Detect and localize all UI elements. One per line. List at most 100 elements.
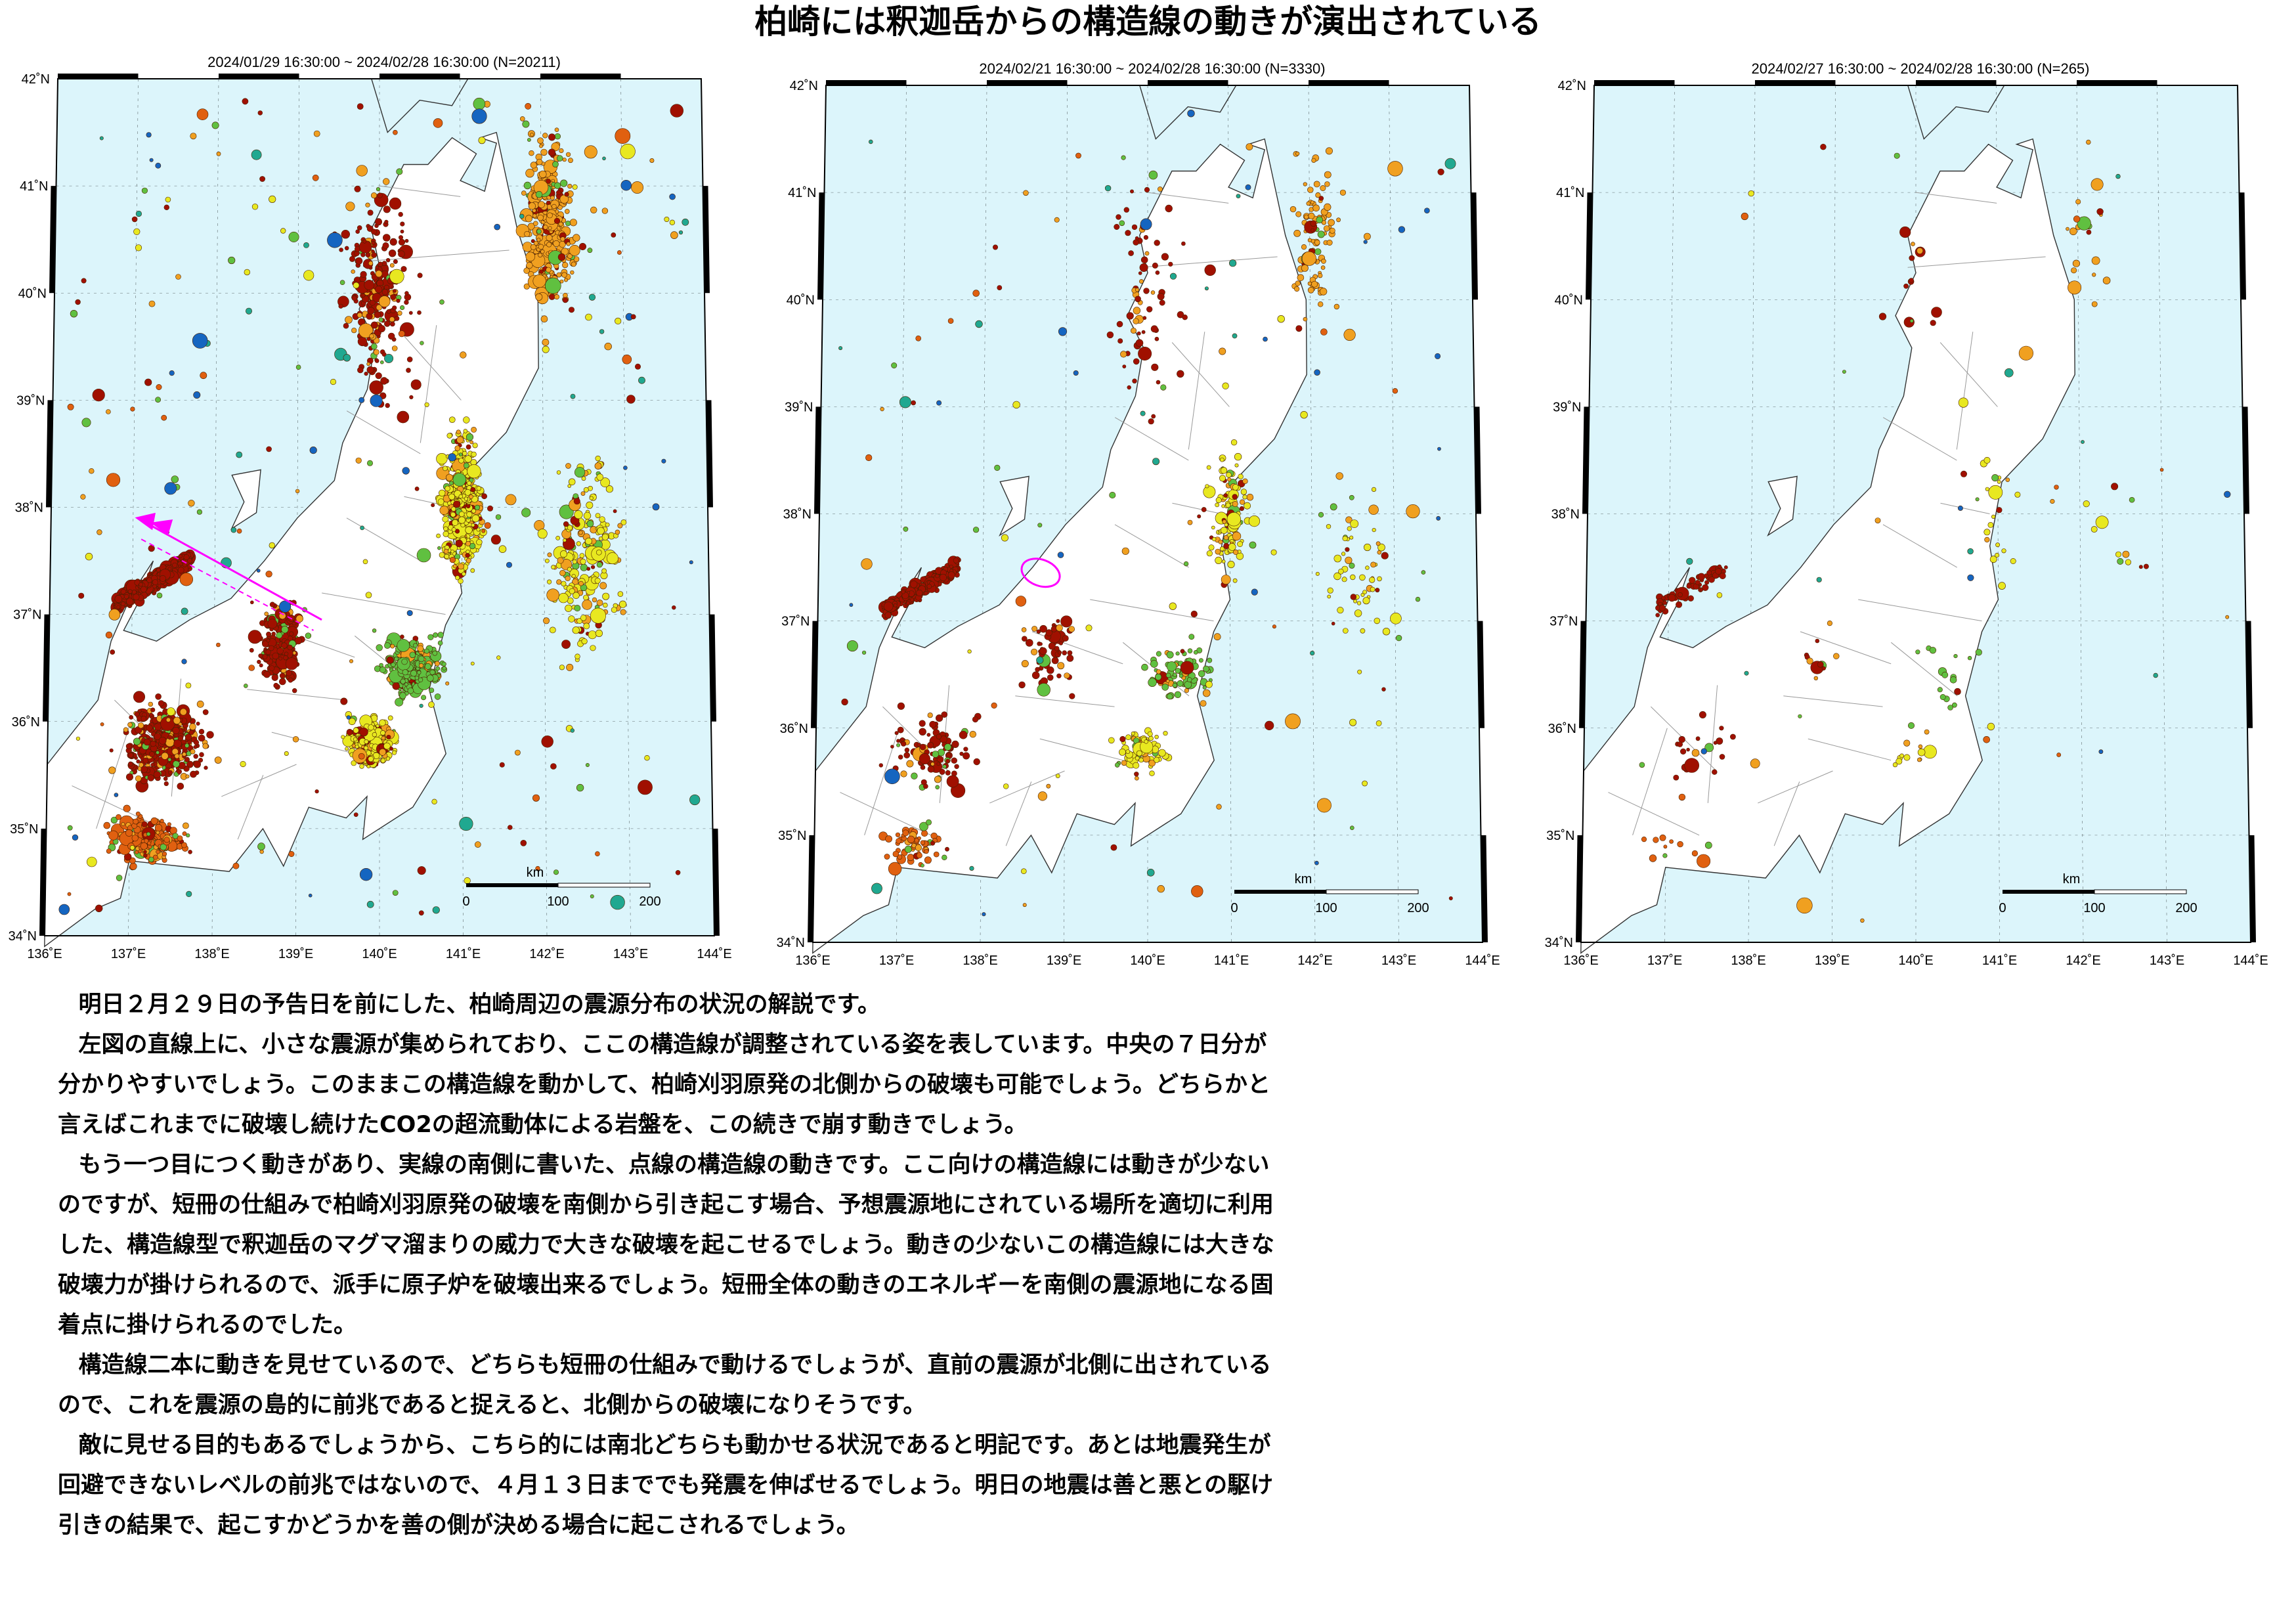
longitude-label: 142˚E xyxy=(529,947,564,961)
structural-line-dotted xyxy=(141,538,314,631)
scale-unit: km xyxy=(527,865,544,880)
latitude-label: 40˚N xyxy=(18,286,47,301)
latitude-label: 37˚N xyxy=(13,608,41,623)
longitude-label: 140˚E xyxy=(1898,953,1933,968)
longitude-label: 137˚E xyxy=(1647,953,1682,968)
scale-segment xyxy=(1234,890,1326,894)
latitude-label: 41˚N xyxy=(20,179,48,194)
scale-bar: km 0 100 200 xyxy=(462,865,661,909)
scale-segment xyxy=(466,883,558,887)
longitude-label: 140˚E xyxy=(1130,953,1165,968)
earthquake-markers xyxy=(838,109,1456,917)
frame-ticks xyxy=(1576,80,2256,943)
map-svg: 2024/02/27 16:30:00 ~ 2024/02/28 16:30:0… xyxy=(1545,60,2268,968)
longitude-label: 137˚E xyxy=(111,947,146,961)
latitude-label: 41˚N xyxy=(788,186,816,200)
hokkaido-coast xyxy=(1139,85,1237,140)
seismicity-map-30-days: 2024/01/29 16:30:00 ~ 2024/02/28 16:30:0… xyxy=(9,53,748,985)
latitude-label: 38˚N xyxy=(783,508,812,522)
latitude-label: 37˚N xyxy=(1549,615,1578,629)
map-svg: 2024/01/29 16:30:00 ~ 2024/02/28 16:30:0… xyxy=(9,54,732,961)
scale-tick-label: 100 xyxy=(547,894,569,909)
latitude-label: 38˚N xyxy=(1551,508,1580,522)
scale-tick-label: 100 xyxy=(2083,901,2105,915)
latitude-label: 36˚N xyxy=(780,722,808,736)
latitude-label: 35˚N xyxy=(778,829,806,843)
longitude-label: 144˚E xyxy=(1465,953,1500,968)
highlight-ellipse xyxy=(1020,558,1061,588)
latitude-label: 40˚N xyxy=(1555,293,1583,307)
longitude-label: 141˚E xyxy=(446,947,481,961)
sado-island xyxy=(999,475,1029,537)
scale-segment xyxy=(2003,890,2094,894)
commentary: 明日２月２９日の予告日を前にした、柏崎周辺の震源分布の状況の解説です。 左図の直… xyxy=(58,985,1286,1546)
latitude-label: 36˚N xyxy=(12,715,40,730)
structural-line-annotation xyxy=(135,512,322,631)
longitude-label: 139˚E xyxy=(1815,953,1850,968)
paragraph-2: 左図の直線上に、小さな震源が集められており、ここの構造線が調整されている姿を表し… xyxy=(58,1032,1270,1138)
paragraph-3: もう一つ目につく動きがあり、実線の南側に書いた、点線の構造線の動きです。ここ向け… xyxy=(58,1152,1274,1338)
longitude-label: 137˚E xyxy=(879,953,914,968)
land xyxy=(812,85,1307,954)
longitude-label: 138˚E xyxy=(963,953,997,968)
latitude-label: 42˚N xyxy=(22,72,50,87)
honshu-landmass xyxy=(812,138,1307,954)
map-caption: 2024/01/29 16:30:00 ~ 2024/02/28 16:30:0… xyxy=(207,54,561,70)
frame-ticks xyxy=(808,80,1488,943)
earthquake-markers xyxy=(58,97,701,916)
seismicity-map-1-day: 2024/02/27 16:30:00 ~ 2024/02/28 16:30:0… xyxy=(1545,59,2285,985)
latitude-label: 39˚N xyxy=(16,393,45,408)
longitude-label: 141˚E xyxy=(1214,953,1249,968)
latitude-label: 39˚N xyxy=(785,400,813,414)
latitude-label: 40˚N xyxy=(787,293,815,307)
scale-tick-label: 0 xyxy=(1999,901,2006,915)
latitude-label: 39˚N xyxy=(1553,400,1581,414)
longitude-label: 136˚E xyxy=(795,953,830,968)
longitude-label: 136˚E xyxy=(1563,953,1598,968)
scale-tick-label: 200 xyxy=(2175,901,2197,915)
earthquake-markers xyxy=(1639,139,2231,923)
scale-unit: km xyxy=(1295,872,1312,887)
latitude-label: 42˚N xyxy=(1558,79,1586,93)
arrow-head xyxy=(135,512,156,531)
scale-tick-label: 100 xyxy=(1315,901,1337,915)
latitude-label: 35˚N xyxy=(10,822,38,837)
scale-bar: km 0 100 200 xyxy=(1230,872,1429,915)
page-title: 柏崎には釈迦岳からの構造線の動きが演出されている xyxy=(754,3,1542,41)
map-caption: 2024/02/27 16:30:00 ~ 2024/02/28 16:30:0… xyxy=(1752,60,2090,77)
latitude-label: 34˚N xyxy=(777,936,805,950)
longitude-label: 139˚E xyxy=(1047,953,1081,968)
longitude-label: 136˚E xyxy=(27,947,62,961)
longitude-label: 138˚E xyxy=(1731,953,1765,968)
latitude-label: 35˚N xyxy=(1546,829,1574,843)
longitude-label: 142˚E xyxy=(2066,953,2100,968)
arrow-head xyxy=(150,519,173,536)
latitude-label: 41˚N xyxy=(1556,186,1584,200)
longitude-label: 143˚E xyxy=(2150,953,2184,968)
latitude-label: 34˚N xyxy=(9,929,37,944)
scale-tick-label: 200 xyxy=(1407,901,1429,915)
scale-tick-label: 0 xyxy=(1230,901,1238,915)
longitude-label: 144˚E xyxy=(697,947,731,961)
scale-segment xyxy=(557,883,651,888)
longitude-label: 138˚E xyxy=(194,947,229,961)
seismicity-map-7-days: 2024/02/21 16:30:00 ~ 2024/02/28 16:30:0… xyxy=(777,59,1517,985)
scale-tick-label: 0 xyxy=(462,894,469,909)
latitude-label: 34˚N xyxy=(1545,936,1573,950)
latitude-label: 38˚N xyxy=(15,501,43,515)
prefecture-borders xyxy=(1608,192,2046,846)
longitude-label: 141˚E xyxy=(1982,953,2017,968)
latitude-label: 37˚N xyxy=(781,615,810,629)
scale-segment xyxy=(1326,889,1419,894)
scale-bar: km 0 100 200 xyxy=(1999,872,2197,915)
longitude-label: 139˚E xyxy=(278,947,313,961)
longitude-label: 143˚E xyxy=(613,947,648,961)
paragraph-1: 明日２月２９日の予告日を前にした、柏崎周辺の震源分布の状況の解説です。 xyxy=(78,992,881,1018)
longitude-label: 142˚E xyxy=(1297,953,1332,968)
paragraph-4: 構造線二本に動きを見せているので、どちらも短冊の仕組みで動けるでしょうが、直前の… xyxy=(58,1352,1272,1418)
latitude-label: 42˚N xyxy=(790,79,818,93)
latitude-label: 36˚N xyxy=(1548,722,1576,736)
longitude-label: 143˚E xyxy=(1381,953,1416,968)
scale-unit: km xyxy=(2063,872,2081,887)
hokkaido-coast xyxy=(1907,85,2005,140)
